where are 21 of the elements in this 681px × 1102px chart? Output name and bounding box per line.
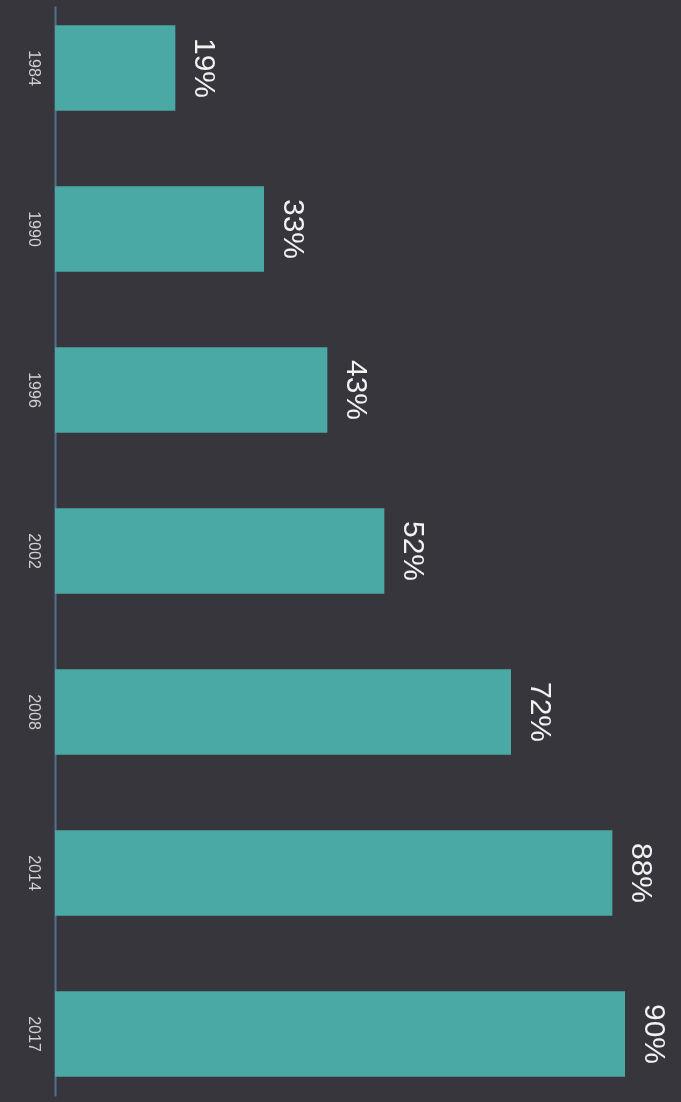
data-label: 52%	[398, 520, 432, 582]
y-tick-label: 1990	[25, 211, 43, 247]
bar	[55, 25, 176, 111]
data-label: 19%	[189, 37, 223, 99]
bar	[55, 186, 264, 272]
y-tick-label: 1984	[25, 50, 43, 86]
data-label: 90%	[639, 1003, 672, 1065]
y-tick-label: 2014	[25, 855, 43, 891]
y-tick-label: 2017	[25, 1016, 43, 1052]
y-tick-label: 2008	[25, 694, 43, 730]
data-label: 72%	[525, 681, 558, 743]
bar	[55, 830, 613, 916]
bar	[55, 347, 328, 433]
data-label: 33%	[278, 198, 311, 260]
bar	[55, 991, 625, 1077]
bar	[55, 669, 511, 755]
data-label: 88%	[626, 842, 660, 904]
y-tick-label: 1996	[25, 372, 43, 408]
data-label: 43%	[341, 359, 375, 421]
bar	[55, 508, 385, 594]
y-tick-label: 2002	[25, 533, 43, 569]
